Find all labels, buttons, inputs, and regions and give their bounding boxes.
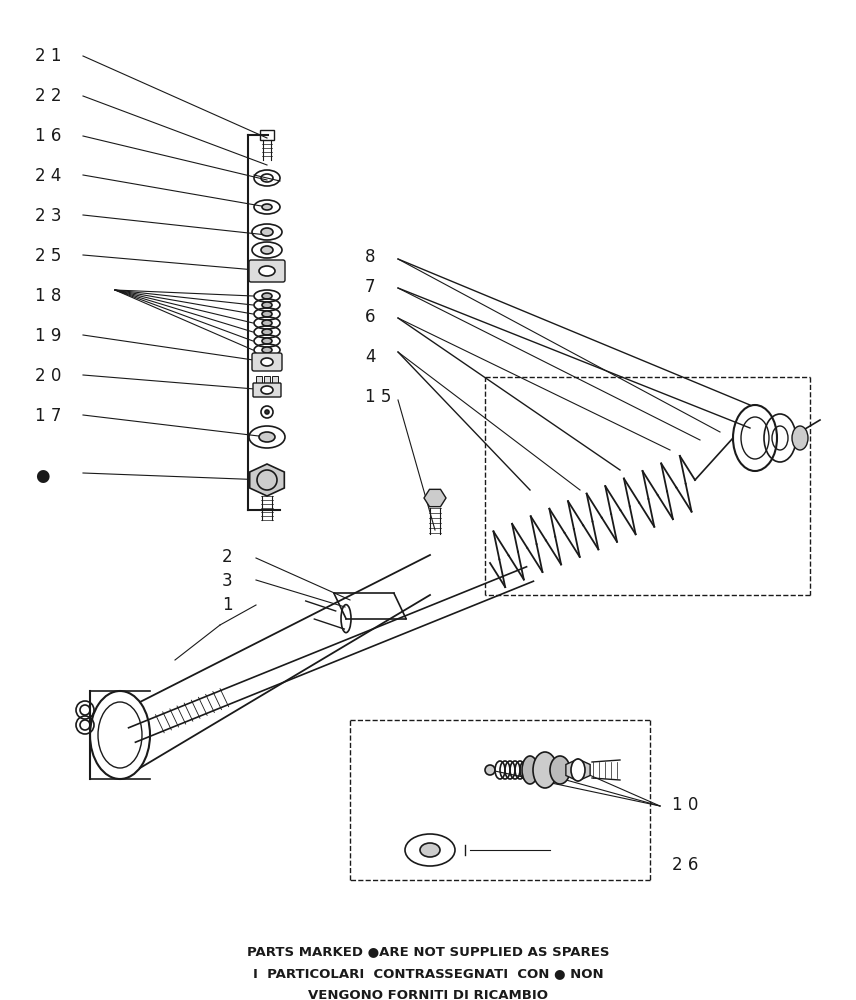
FancyBboxPatch shape xyxy=(249,260,285,282)
Ellipse shape xyxy=(262,204,272,210)
Bar xyxy=(260,130,274,140)
Text: 1: 1 xyxy=(222,596,233,614)
FancyBboxPatch shape xyxy=(252,353,282,371)
Text: PARTS MARKED ●ARE NOT SUPPLIED AS SPARES: PARTS MARKED ●ARE NOT SUPPLIED AS SPARES xyxy=(247,945,609,958)
Ellipse shape xyxy=(261,228,273,236)
Text: 2 5: 2 5 xyxy=(35,247,62,265)
Bar xyxy=(256,376,262,384)
Polygon shape xyxy=(250,464,284,496)
Text: I  PARTICOLARI  CONTRASSEGNATI  CON ● NON: I PARTICOLARI CONTRASSEGNATI CON ● NON xyxy=(253,967,603,980)
Text: 3: 3 xyxy=(222,572,233,590)
FancyBboxPatch shape xyxy=(253,383,281,397)
Text: 8: 8 xyxy=(365,248,376,266)
Text: ●: ● xyxy=(35,467,50,485)
Ellipse shape xyxy=(261,358,273,366)
Text: 1 0: 1 0 xyxy=(672,796,698,814)
Text: 2 4: 2 4 xyxy=(35,167,62,185)
Polygon shape xyxy=(566,759,590,781)
Text: 1 6: 1 6 xyxy=(35,127,62,145)
Ellipse shape xyxy=(550,756,570,784)
Text: 6: 6 xyxy=(365,308,376,326)
Text: 2: 2 xyxy=(222,548,233,566)
Ellipse shape xyxy=(262,293,272,299)
Ellipse shape xyxy=(571,759,585,781)
Circle shape xyxy=(485,765,495,775)
Circle shape xyxy=(265,410,269,414)
Text: 1 7: 1 7 xyxy=(35,407,62,425)
Ellipse shape xyxy=(262,320,272,326)
Ellipse shape xyxy=(533,752,557,788)
Text: 2 1: 2 1 xyxy=(35,47,62,65)
Text: 1 8: 1 8 xyxy=(35,287,62,305)
Text: 1 9: 1 9 xyxy=(35,327,62,345)
Text: 1 5: 1 5 xyxy=(365,388,391,406)
Text: 2 3: 2 3 xyxy=(35,207,62,225)
Ellipse shape xyxy=(259,432,275,442)
Ellipse shape xyxy=(259,266,275,276)
Ellipse shape xyxy=(262,311,272,317)
Text: 4: 4 xyxy=(365,348,376,366)
Polygon shape xyxy=(424,489,446,507)
Ellipse shape xyxy=(420,843,440,857)
Bar xyxy=(264,376,270,384)
Ellipse shape xyxy=(262,329,272,335)
Text: 2 0: 2 0 xyxy=(35,367,62,385)
Ellipse shape xyxy=(792,426,808,450)
Text: 2 6: 2 6 xyxy=(672,856,698,874)
Text: 2 2: 2 2 xyxy=(35,87,62,105)
Ellipse shape xyxy=(262,338,272,344)
Ellipse shape xyxy=(261,386,273,394)
Ellipse shape xyxy=(262,347,272,353)
Ellipse shape xyxy=(522,756,538,784)
Ellipse shape xyxy=(262,302,272,308)
Text: VENGONO FORNITI DI RICAMBIO: VENGONO FORNITI DI RICAMBIO xyxy=(308,989,548,1000)
Bar xyxy=(272,376,278,384)
Ellipse shape xyxy=(261,246,273,254)
Text: 7: 7 xyxy=(365,278,376,296)
